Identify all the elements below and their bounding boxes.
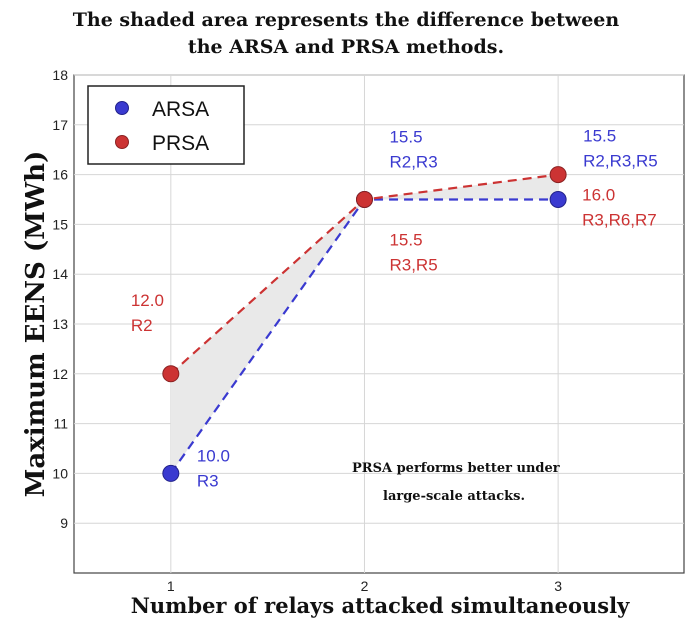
y-tick-label: 11 [53, 416, 68, 432]
y-tick-label: 15 [52, 216, 68, 232]
note-line-2: large-scale attacks. [383, 489, 525, 504]
point-arsa [549, 191, 567, 208]
legend-marker-arsa [115, 101, 129, 115]
x-tick-label: 1 [167, 578, 175, 594]
note-line-1: PRSA performs better under [352, 461, 560, 476]
legend-label-arsa: ARSA [152, 98, 209, 121]
chart-title-line-1: The shaded area represents the differenc… [73, 9, 620, 31]
point-arsa [162, 464, 180, 482]
y-tick-label: 10 [52, 465, 68, 481]
y-tick-label: 13 [52, 316, 68, 332]
annotation-label: R2,R3 [389, 153, 437, 172]
annotation-label: 15.5 [389, 231, 422, 250]
y-axis-label: Maximum EENS (MWh) [21, 151, 51, 498]
annotation-label: 12.0 [131, 291, 164, 310]
annotation-label: 16.0 [582, 186, 615, 205]
y-tick-label: 18 [52, 67, 68, 83]
shaded-difference [170, 174, 559, 474]
y-tick-label: 9 [60, 515, 68, 531]
annotation-label: R3,R6,R7 [582, 211, 657, 230]
annotation-label: 15.5 [389, 128, 422, 147]
x-tick-label: 3 [554, 578, 562, 594]
x-tick-label: 2 [361, 578, 369, 594]
legend-label-prsa: PRSA [152, 132, 209, 155]
x-axis-label: Number of relays attacked simultaneously [131, 593, 630, 618]
shaded-area [170, 174, 559, 474]
annotation-label: 15.5 [583, 127, 616, 146]
y-tick-label: 12 [52, 366, 68, 382]
legend-box [87, 85, 245, 165]
series-points [162, 166, 567, 482]
y-tick-label: 14 [52, 266, 68, 282]
y-tick-label: 16 [52, 167, 68, 183]
point-annotations: 12.0 R2 10.0 R3 15.5 R2,R3 15.5 R3,R5 15.5 R2,R3,… [131, 127, 658, 491]
point-prsa [355, 191, 373, 208]
annotation-label: R3 [197, 471, 219, 490]
legend-marker-prsa [115, 135, 129, 149]
point-prsa [549, 166, 567, 184]
y-tick-label: 17 [52, 117, 68, 133]
point-prsa [162, 365, 180, 383]
chart-title-line-2: the ARSA and PRSA methods. [188, 36, 504, 58]
annotation-label: R2,R3,R5 [583, 152, 658, 171]
annotation-label: R3,R5 [389, 256, 437, 275]
legend: ARSA PRSA [87, 85, 245, 165]
annotation-label: R2 [131, 316, 153, 335]
annotation-label: 10.0 [197, 446, 230, 465]
